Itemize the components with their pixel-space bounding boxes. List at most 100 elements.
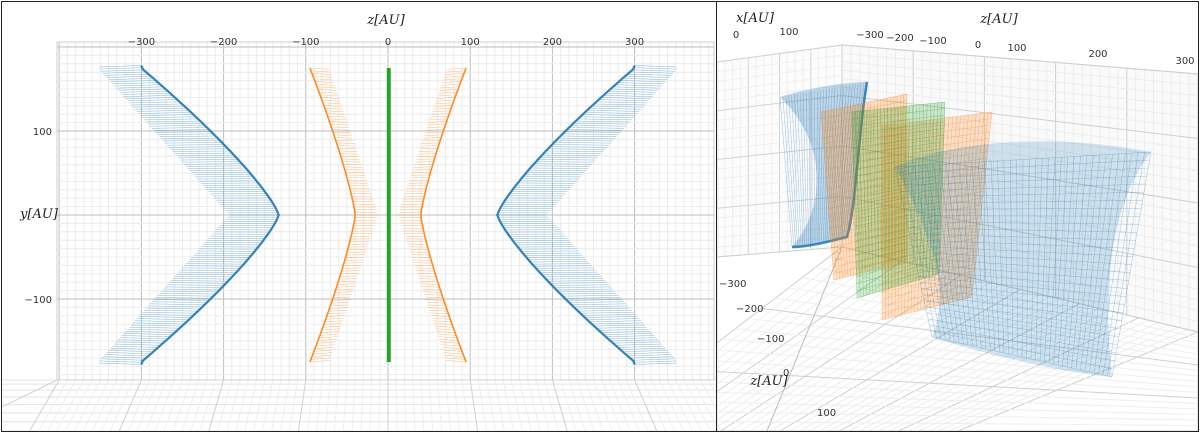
floor-line-v: [199, 379, 216, 431]
surface-hatch-line: [131, 103, 182, 106]
perspective-chart: 0 100 −300 −200 −100 0 100200300−300−200−10001…: [717, 11, 1198, 431]
surface-hatch-line: [102, 71, 146, 74]
floor-line: [720, 274, 961, 431]
surface-hatch-line: [589, 320, 642, 323]
surface-hatch-line: [434, 105, 453, 107]
surface-hatch-line: [442, 81, 462, 83]
surface-hatch-line: [428, 307, 447, 309]
surface-hatch-line: [336, 286, 355, 288]
floor-line: [839, 303, 1080, 431]
surface-hatch-line: [603, 95, 653, 97]
surface-hatch-line: [338, 147, 357, 150]
blue-front-hatch: [896, 159, 1150, 174]
surface-hatch-line: [176, 154, 235, 157]
left-wall-line: [717, 196, 843, 209]
surface-hatch-line: [547, 280, 606, 282]
floor-line-v: [315, 379, 323, 431]
surface-hatch-line: [429, 118, 448, 120]
surface-hatch-line: [112, 82, 159, 85]
orange-front-sheet-hatch: [881, 144, 989, 161]
surface-hatch-line: [587, 110, 640, 112]
surface-hatch-line: [316, 86, 336, 89]
surface-hatch-line: [311, 354, 332, 357]
surface-hatch-line: [330, 123, 349, 126]
surface-hatch-line: [539, 157, 598, 159]
orange-front-sheet-hatch: [881, 191, 984, 210]
orange-rear-sheet-hatch: [820, 93, 908, 113]
blue-front-hatch: [921, 288, 1124, 313]
surface-hatch-line: [157, 295, 214, 297]
surface-hatch-line: [442, 349, 463, 352]
surface-hatch-line: [446, 360, 467, 363]
surface-hatch-line: [140, 314, 194, 316]
surface-hatch-line: [311, 73, 332, 76]
surface-hatch-line: [610, 339, 659, 342]
floor-line-v: [235, 379, 249, 431]
axis-ticks: −300 −200 −100 0 100 200 300 100 −100: [25, 37, 645, 306]
orange-rear-sheet-hatch: [831, 229, 908, 248]
floor-line: [957, 331, 1198, 431]
surface-hatch-line: [442, 347, 462, 349]
floor-line-v: [403, 379, 407, 431]
floor-line-v: [494, 379, 505, 431]
surface-hatch-line: [106, 75, 151, 78]
green-center-sheet-hatch: [856, 247, 940, 270]
orange-rear-sheet-hatch: [827, 177, 908, 197]
surface-edge: [140, 65, 280, 365]
surface-hatch-line: [440, 341, 460, 344]
blue-rear-hatch: [830, 86, 842, 241]
surface-hatch-line: [157, 133, 214, 135]
surface-hatch-line: [437, 333, 457, 336]
surface-hatch-line: [148, 122, 203, 125]
floor-line-v: [634, 379, 658, 431]
surface-hatch-line: [625, 352, 670, 355]
back-wall-line: [841, 61, 1198, 96]
front-z-tick: 0: [783, 368, 789, 379]
green-center-sheet-hatch: [856, 267, 940, 292]
blue-rear-hatch: [785, 95, 796, 247]
floor-line: [717, 391, 1198, 410]
back-z-tick: 300: [1175, 56, 1194, 67]
surface-hatch-line: [338, 280, 357, 283]
orange-rear-sheet-hatch: [821, 106, 908, 126]
surface-hatch-line: [341, 158, 360, 160]
orange-front-sheet-hatch: [881, 111, 993, 127]
surface-hatch-line: [144, 309, 198, 312]
surface-hatch-line: [627, 73, 672, 76]
surface-hatch-line: [431, 315, 450, 317]
floor-line: [898, 317, 1139, 431]
surface-hatch-line: [436, 331, 456, 333]
surface-hatch-line: [435, 99, 455, 102]
front-z-tick: −300: [719, 279, 746, 290]
surface-hatch-line: [138, 316, 192, 318]
floor-line: [717, 253, 872, 369]
surface-hatch-line: [420, 283, 439, 285]
green-center-sheet-hatch: [855, 214, 942, 234]
surface-hatch-line: [427, 302, 445, 304]
surface-hatch-line: [324, 320, 343, 323]
floor-line-v: [47, 379, 77, 431]
surface-hatch-line: [333, 134, 352, 136]
surface-hatch-line: [326, 315, 345, 317]
surface-hatch-line: [584, 316, 638, 318]
surface-hatch-line: [331, 126, 349, 128]
blue-rear-hatch: [822, 88, 830, 242]
green-center-sheet-hatch: [855, 220, 941, 241]
orange-rear-sheet-hatch: [822, 113, 908, 132]
surface-hatch-line: [562, 295, 619, 297]
surface-hatch-line: [159, 135, 216, 138]
surface-hatch-line: [321, 99, 341, 102]
floor-line-v: [461, 379, 470, 431]
surface-hatch-line: [594, 324, 645, 327]
back-z-tick: −100: [919, 36, 946, 47]
surface-hatch-line: [571, 125, 626, 127]
left-wall-line: [717, 226, 843, 238]
green-center-sheet-hatch: [854, 187, 943, 206]
left-wall-line: [717, 74, 843, 92]
surface-hatch-line: [106, 352, 151, 355]
orange-front-sheet-hatch: [881, 276, 975, 300]
blue-front-hatch: [910, 239, 1135, 249]
blue-rear-hatch: [843, 82, 862, 238]
floor-line-v: [428, 379, 434, 431]
floor-line-v: [477, 379, 488, 431]
